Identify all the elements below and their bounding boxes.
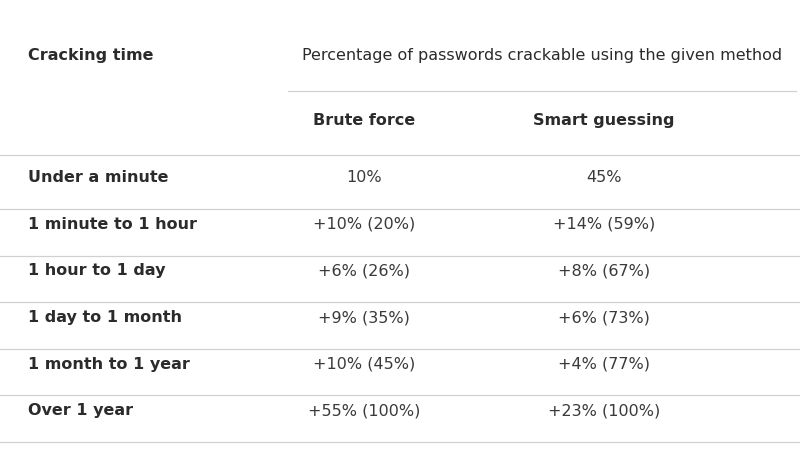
Text: +10% (45%): +10% (45%) — [313, 356, 415, 371]
Text: +23% (100%): +23% (100%) — [548, 403, 660, 417]
Text: +10% (20%): +10% (20%) — [313, 216, 415, 231]
Text: +6% (26%): +6% (26%) — [318, 263, 410, 278]
Text: Cracking time: Cracking time — [28, 48, 154, 63]
Text: +8% (67%): +8% (67%) — [558, 263, 650, 278]
Text: Brute force: Brute force — [313, 112, 415, 128]
Text: +9% (35%): +9% (35%) — [318, 309, 410, 325]
Text: 10%: 10% — [346, 170, 382, 185]
Text: 1 hour to 1 day: 1 hour to 1 day — [28, 263, 166, 278]
Text: 1 month to 1 year: 1 month to 1 year — [28, 356, 190, 371]
Text: Over 1 year: Over 1 year — [28, 403, 133, 417]
Text: Percentage of passwords crackable using the given method: Percentage of passwords crackable using … — [302, 48, 782, 63]
Text: 1 minute to 1 hour: 1 minute to 1 hour — [28, 216, 197, 231]
Text: +4% (77%): +4% (77%) — [558, 356, 650, 371]
Text: 45%: 45% — [586, 170, 622, 185]
Text: Smart guessing: Smart guessing — [534, 112, 674, 128]
Text: +6% (73%): +6% (73%) — [558, 309, 650, 325]
Text: 1 day to 1 month: 1 day to 1 month — [28, 309, 182, 325]
Text: +55% (100%): +55% (100%) — [308, 403, 420, 417]
Text: Under a minute: Under a minute — [28, 170, 169, 185]
Text: +14% (59%): +14% (59%) — [553, 216, 655, 231]
